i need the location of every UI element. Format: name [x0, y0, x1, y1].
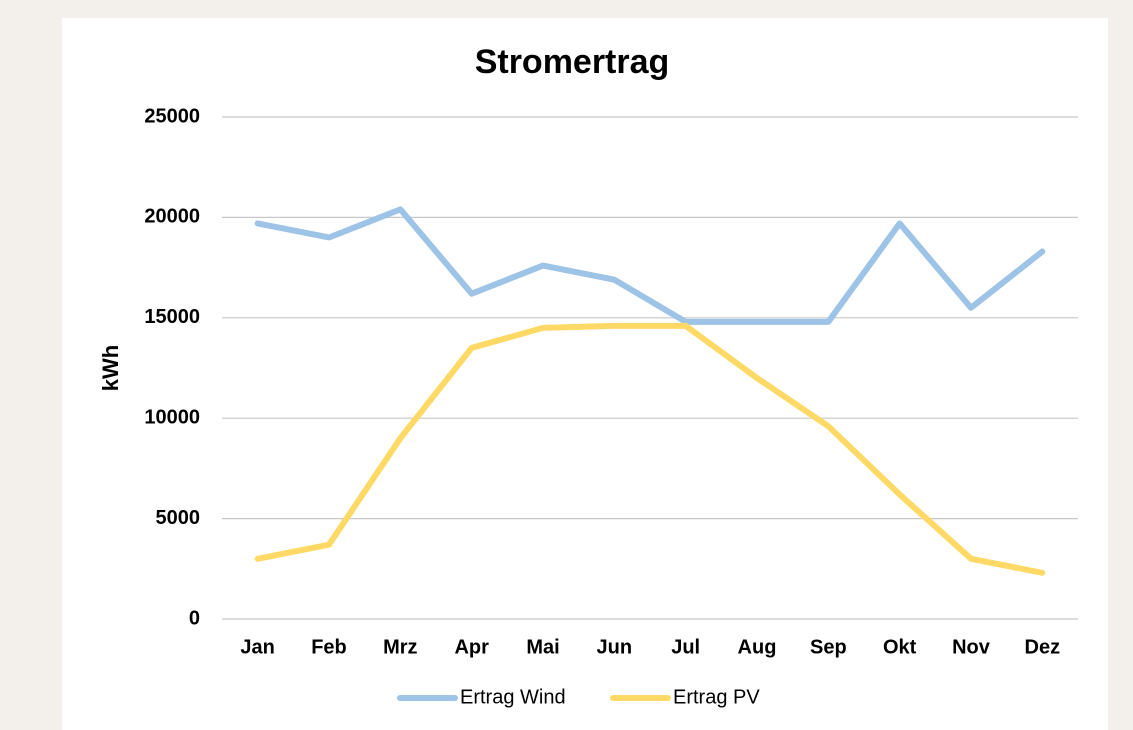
series-line [254, 206, 1046, 325]
x-tick-label: Mai [526, 636, 559, 658]
x-tick-label: Sep [810, 636, 847, 658]
y-axis-label: kWh [98, 345, 123, 391]
x-tick-label: Dez [1025, 636, 1061, 658]
x-tick-label: Jan [240, 636, 274, 658]
x-tick-label: Jul [671, 636, 700, 658]
y-tick-label: 0 [189, 607, 200, 629]
legend-label: Ertrag PV [673, 686, 760, 708]
y-tick-label: 5000 [156, 507, 201, 529]
y-tick-label: 15000 [144, 306, 200, 328]
y-tick-label: 25000 [144, 105, 200, 127]
chart-panel [62, 18, 1108, 730]
x-tick-label: Mrz [383, 636, 417, 658]
x-tick-label: Jun [597, 636, 633, 658]
x-tick-label: Feb [311, 636, 347, 658]
chart-title: Stromertrag [475, 43, 670, 81]
legend-label: Ertrag Wind [460, 686, 566, 708]
x-tick-label: Okt [883, 636, 917, 658]
x-tick-label: Nov [952, 636, 991, 658]
series-line [254, 322, 1046, 576]
y-tick-label: 10000 [144, 406, 200, 428]
x-tick-label: Apr [454, 636, 489, 658]
x-tick-label: Aug [738, 636, 777, 658]
y-tick-label: 20000 [144, 206, 200, 228]
